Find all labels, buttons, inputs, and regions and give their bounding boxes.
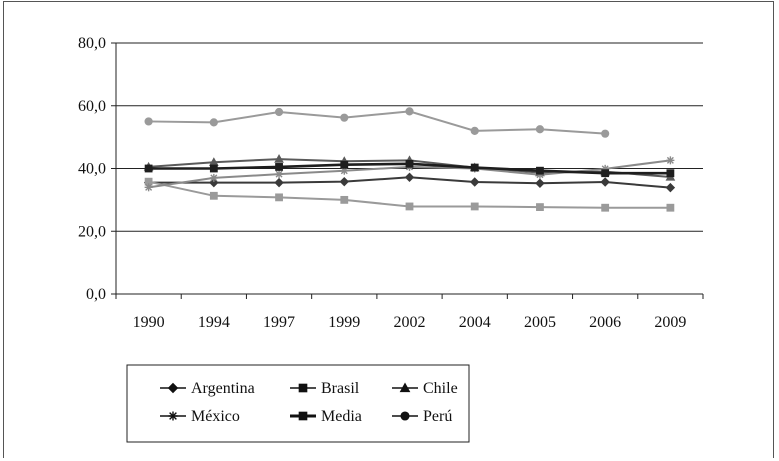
x-tick-label: 1994 <box>198 314 230 331</box>
data-point <box>340 160 349 169</box>
data-point <box>405 159 414 168</box>
data-point <box>535 178 545 188</box>
data-point <box>209 164 218 173</box>
legend-marker <box>400 411 410 421</box>
series-peru <box>144 107 610 138</box>
x-tick-label: 2009 <box>654 314 686 331</box>
data-point <box>601 129 610 138</box>
data-point <box>470 202 479 211</box>
data-point <box>535 125 545 134</box>
data-point <box>470 177 480 187</box>
data-point <box>275 193 283 202</box>
legend-item-media: Media <box>290 408 362 425</box>
legend-item-chile: Chile <box>392 380 458 397</box>
data-point <box>666 156 675 165</box>
series-argentina <box>143 172 676 193</box>
data-point <box>209 173 218 182</box>
x-tick-label: 2006 <box>589 314 621 331</box>
x-tick-label: 1999 <box>328 314 360 331</box>
data-point <box>536 166 544 175</box>
data-point <box>275 163 283 171</box>
y-tick-label: 20,0 <box>78 223 106 240</box>
data-point <box>209 118 218 127</box>
data-point <box>536 203 544 211</box>
legend-item-mexico: México <box>160 408 240 425</box>
x-tick-label: 1997 <box>263 314 295 331</box>
y-tick-label: 60,0 <box>78 98 106 115</box>
legend-marker <box>298 411 308 421</box>
legend-item-peru: Perú <box>392 408 452 425</box>
y-tick-label: 40,0 <box>78 161 106 178</box>
x-tick-label: 2004 <box>459 314 491 331</box>
data-point <box>601 169 610 178</box>
x-tick-label: 1990 <box>133 314 165 331</box>
legend-marker <box>298 383 308 393</box>
legend: Argentina Brasil Chile México Media Perú <box>126 364 470 443</box>
data-point <box>144 117 153 126</box>
data-point <box>600 177 610 187</box>
legend-label: Media <box>321 408 362 425</box>
data-point <box>601 203 610 212</box>
x-tick-label: 2002 <box>394 314 426 331</box>
data-point <box>405 107 414 116</box>
data-point <box>274 177 284 188</box>
data-point <box>666 169 675 178</box>
data-point <box>404 172 415 182</box>
legend-marker <box>399 382 411 393</box>
series-line <box>148 110 606 135</box>
legend-label: Brasil <box>321 380 360 397</box>
legend-label: México <box>191 408 240 425</box>
data-point <box>274 107 284 117</box>
y-tick-label: 0,0 <box>86 286 106 303</box>
data-point <box>665 182 676 193</box>
data-point <box>666 203 675 212</box>
legend-item-brasil: Brasil <box>290 380 360 397</box>
legend-item-argentina: Argentina <box>160 380 255 397</box>
series-media <box>144 159 675 178</box>
chart-frame <box>3 1 774 458</box>
y-tick-label: 80,0 <box>78 35 106 52</box>
series-brasil <box>144 177 675 212</box>
data-point <box>339 176 349 187</box>
legend-marker <box>167 382 179 394</box>
data-point <box>274 154 284 163</box>
tick-labels: 0,0 20,0 40,0 60,0 80,0 1990 1994 1997 1999 2002 2… <box>78 35 686 331</box>
legend-label: Argentina <box>191 380 255 397</box>
data-point <box>340 195 349 204</box>
legend-label: Chile <box>423 380 458 397</box>
legend-label: Perú <box>423 408 452 425</box>
data-point <box>340 113 349 122</box>
axes <box>111 42 704 299</box>
data-point <box>275 170 284 179</box>
legend-marker <box>168 411 178 421</box>
data-point <box>405 202 414 211</box>
series-lines <box>143 107 676 212</box>
data-point <box>209 191 218 200</box>
data-point <box>470 126 479 135</box>
x-tick-label: 2005 <box>524 314 556 331</box>
data-point <box>470 163 479 172</box>
legend-box <box>126 364 470 443</box>
data-point <box>144 164 153 173</box>
data-point <box>144 183 153 192</box>
